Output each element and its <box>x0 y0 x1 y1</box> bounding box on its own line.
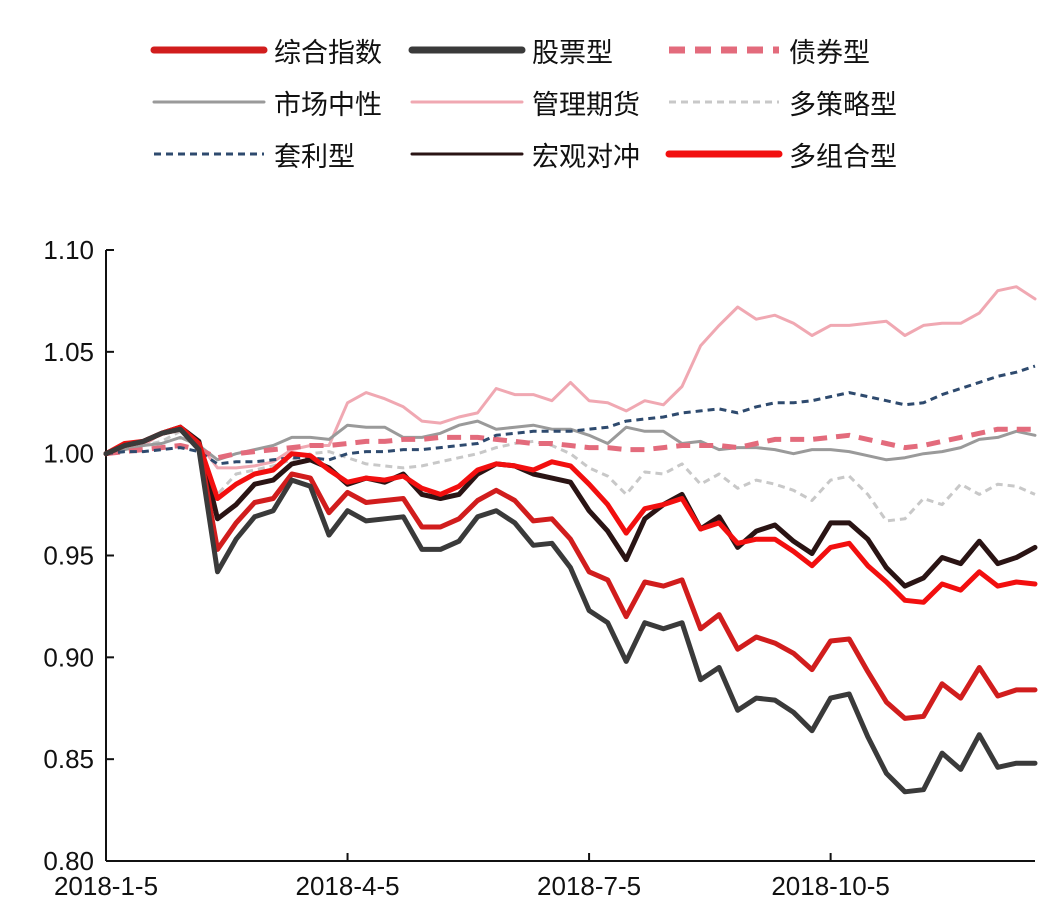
series-line-债券型 <box>105 426 1035 461</box>
legend-swatch <box>669 100 779 104</box>
x-tick-label: 2018-4-5 <box>296 871 400 901</box>
x-tick-label: 2018-7-5 <box>537 871 641 901</box>
legend-label: 宏观对冲 <box>532 141 640 173</box>
legend-item: 多组合型 <box>665 132 897 176</box>
legend-item: 宏观对冲 <box>408 132 640 176</box>
legend-label: 股票型 <box>532 37 613 69</box>
legend-item: 股票型 <box>408 28 613 72</box>
x-tick-label: 2018-10-5 <box>771 871 890 901</box>
y-tick-label: 0.85 <box>43 744 94 774</box>
y-tick-label: 1.10 <box>43 235 94 265</box>
legend-swatch <box>152 100 266 104</box>
legend-swatch <box>665 150 783 158</box>
legend-item: 多策略型 <box>665 80 897 124</box>
legend-item: 管理期货 <box>408 80 640 124</box>
legend-swatch <box>410 152 524 156</box>
series-line-股票型 <box>103 426 1038 795</box>
y-tick-label: 0.90 <box>43 642 94 672</box>
legend-swatch <box>154 152 264 156</box>
series-line-多组合型 <box>103 424 1038 605</box>
legend-swatch <box>410 100 524 104</box>
legend-swatch <box>408 46 526 54</box>
legend-label: 综合指数 <box>274 37 382 69</box>
series-line-套利型 <box>105 364 1036 466</box>
legend-label: 多组合型 <box>789 141 897 173</box>
legend-label: 管理期货 <box>532 89 640 121</box>
series-line-市场中性 <box>104 419 1037 462</box>
axes: 0.80 0.85 0.90 0.95 1.00 1.05 1.10 2018-1-5 2018… <box>43 235 1035 901</box>
x-tick-label: 2018-1-5 <box>54 871 158 901</box>
y-tick-label: 1.00 <box>43 439 94 469</box>
series-line-综合指数 <box>103 426 1038 721</box>
legend-item: 综合指数 <box>150 28 382 72</box>
y-tick-label: 0.95 <box>43 541 94 571</box>
series-line-管理期货 <box>104 285 1037 470</box>
legend-item: 市场中性 <box>150 80 382 124</box>
y-tick-label: 0.80 <box>43 846 94 876</box>
legend-item: 债券型 <box>665 28 870 72</box>
series-line-多策略型 <box>105 429 1036 523</box>
legend-item: 套利型 <box>150 132 355 176</box>
y-tick-label: 1.05 <box>43 337 94 367</box>
series-layer <box>103 285 1038 795</box>
legend-swatch <box>150 46 268 54</box>
legend-label: 多策略型 <box>789 89 897 121</box>
legend-label: 套利型 <box>274 141 355 173</box>
legend-swatch <box>669 46 779 54</box>
legend-label: 市场中性 <box>274 89 382 121</box>
legend-label: 债券型 <box>789 37 870 69</box>
series-line-宏观对冲 <box>103 424 1038 589</box>
